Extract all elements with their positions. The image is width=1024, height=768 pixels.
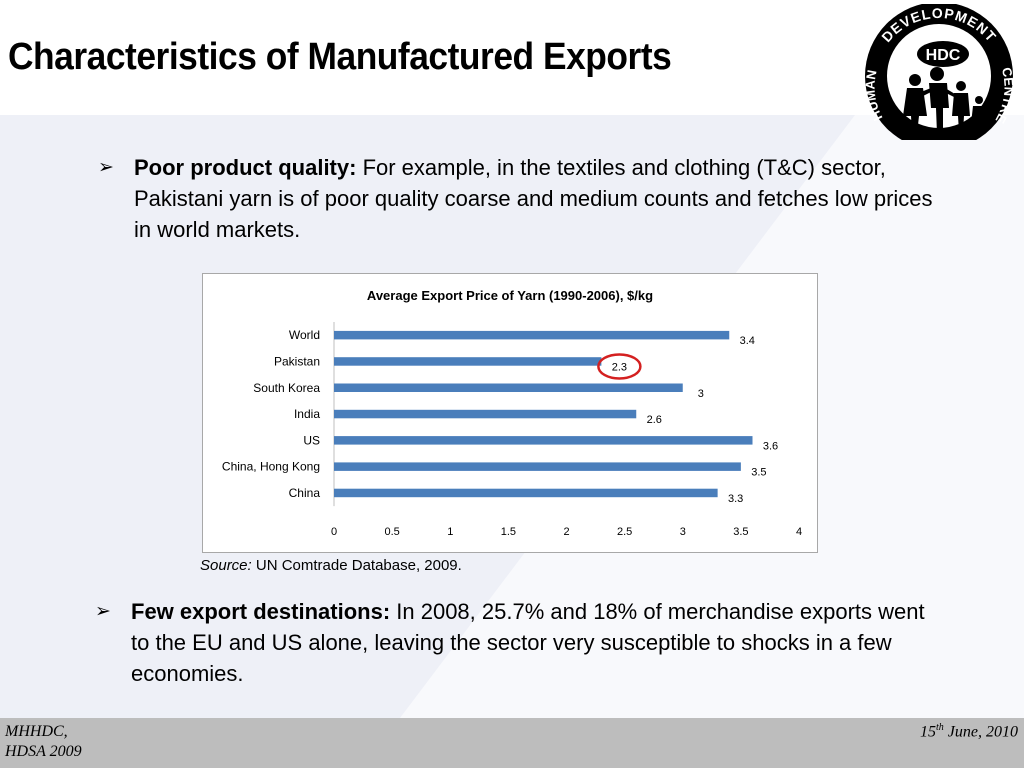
category-label: India [294,407,320,421]
logo-abbr: HDC [926,47,961,64]
slide-title: Characteristics of Manufactured Exports [8,36,672,78]
data-label: 3.3 [728,493,743,505]
data-label: 3.4 [740,335,755,347]
x-tick-label: 0 [331,526,337,538]
chart-title: Average Export Price of Yarn (1990-2006)… [367,288,653,303]
bar [334,488,718,498]
bullet-text: In 2008, 25.7% and 18% of merchandise ex… [131,599,925,686]
footer-date: 15th June, 2010 [920,722,1018,741]
category-label: World [289,328,320,342]
x-tick-label: 3.5 [733,526,748,538]
x-tick-label: 0.5 [384,526,399,538]
source-text: UN Comtrade Database, 2009. [251,557,462,574]
hdc-logo: DEVELOPMENT HUMAN CENTRE HDC [863,4,1017,140]
source-label: Source: [200,557,252,574]
bullet-heading: Few export destinations: [131,599,391,624]
x-tick-label: 3 [680,526,686,538]
x-tick-label: 1 [447,526,453,538]
category-label: China, Hong Kong [222,460,320,474]
footer-date-day: 15 [920,723,937,741]
x-tick-label: 1.5 [501,526,516,538]
bullet-arrow-icon: ➢ [98,157,114,178]
x-tick-label: 2 [563,526,569,538]
bullet-export-destinations: ➢ Few export destinations: In 2008, 25.7%… [95,596,931,689]
bar [334,409,637,419]
bar [334,383,683,392]
slide-footer: MHHDC, HDSA 2009 15th June, 2010 [0,718,1024,768]
footer-credit-line2: HDSA 2009 [5,743,82,760]
bar [334,357,602,366]
footer-credit: MHHDC, HDSA 2009 [5,722,82,762]
footer-date-suffix: th [936,722,944,733]
yarn-price-chart: Average Export Price of Yarn (1990-2006)… [202,273,818,553]
data-label: 3.6 [763,440,778,452]
category-label: South Korea [253,381,320,395]
bullet-text: For example, in the textiles and clothin… [134,155,933,242]
x-tick-label: 2.5 [617,526,632,538]
category-label: US [303,433,320,447]
bullet-product-quality: ➢ Poor product quality: For example, in t… [98,152,954,245]
category-label: China [289,486,321,500]
bar [334,436,753,445]
data-label: 2.3 [612,361,627,373]
data-label: 3.5 [751,467,766,479]
chart-source: Source: UN Comtrade Database, 2009. [200,557,462,574]
bullet-heading: Poor product quality: [134,155,357,180]
category-label: Pakistan [274,354,320,368]
bullet-arrow-icon: ➢ [95,601,111,622]
highlight-circle [597,353,642,380]
footer-date-rest: June, 2010 [943,723,1018,741]
family-silhouette-icon [903,67,987,134]
x-tick-label: 4 [796,526,802,538]
data-label: 2.6 [647,414,662,426]
data-label: 3 [698,388,704,400]
bar [334,462,741,471]
bar [334,330,730,340]
chart-canvas: Average Export Price of Yarn (1990-2006)… [222,288,802,538]
footer-credit-line1: MHHDC, [5,723,68,740]
